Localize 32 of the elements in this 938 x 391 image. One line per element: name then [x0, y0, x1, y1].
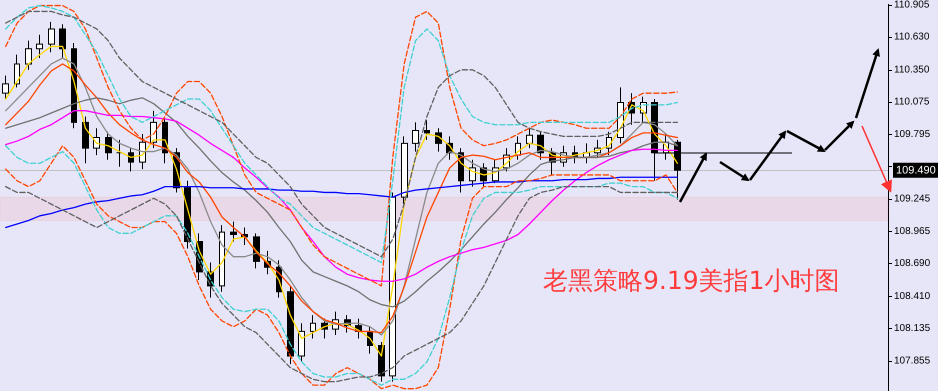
annotation: 老黑策略9.19美指1小时图 [543, 266, 840, 295]
candlestick [2, 75, 9, 100]
y-tick-label: 109.795 [894, 129, 931, 140]
candlestick [412, 122, 419, 152]
candlestick [298, 322, 305, 362]
y-tick-label: 108.410 [894, 290, 931, 302]
candlestick [48, 21, 55, 53]
candlestick [59, 24, 66, 59]
candlestick [116, 139, 123, 168]
candlestick [82, 116, 89, 164]
y-tick-label: 110.350 [894, 64, 930, 76]
ref-line-label: 109.490 [896, 164, 936, 176]
line-series [5, 176, 678, 228]
y-tick-label: 108.135 [894, 323, 931, 334]
y-tick-label: 108.965 [894, 226, 931, 238]
candlestick [105, 131, 112, 160]
candlestick [401, 136, 408, 205]
y-tick-label: 110.630 [894, 32, 930, 43]
candlestick [424, 120, 430, 140]
y-tick-label: 110.905 [894, 0, 930, 10]
candlestick [469, 159, 476, 188]
y-tick-label: 108.690 [894, 258, 931, 270]
candlestick [230, 221, 237, 242]
candlestick [14, 54, 20, 88]
candlestick [219, 224, 225, 292]
candlestick [310, 314, 316, 339]
y-tick-label: 107.855 [894, 356, 931, 367]
y-tick-label: 109.245 [894, 193, 931, 204]
candlestick [36, 34, 43, 59]
candlestick [526, 128, 533, 149]
candlestick [25, 40, 32, 70]
y-tick-label: 110.075 [894, 96, 930, 108]
